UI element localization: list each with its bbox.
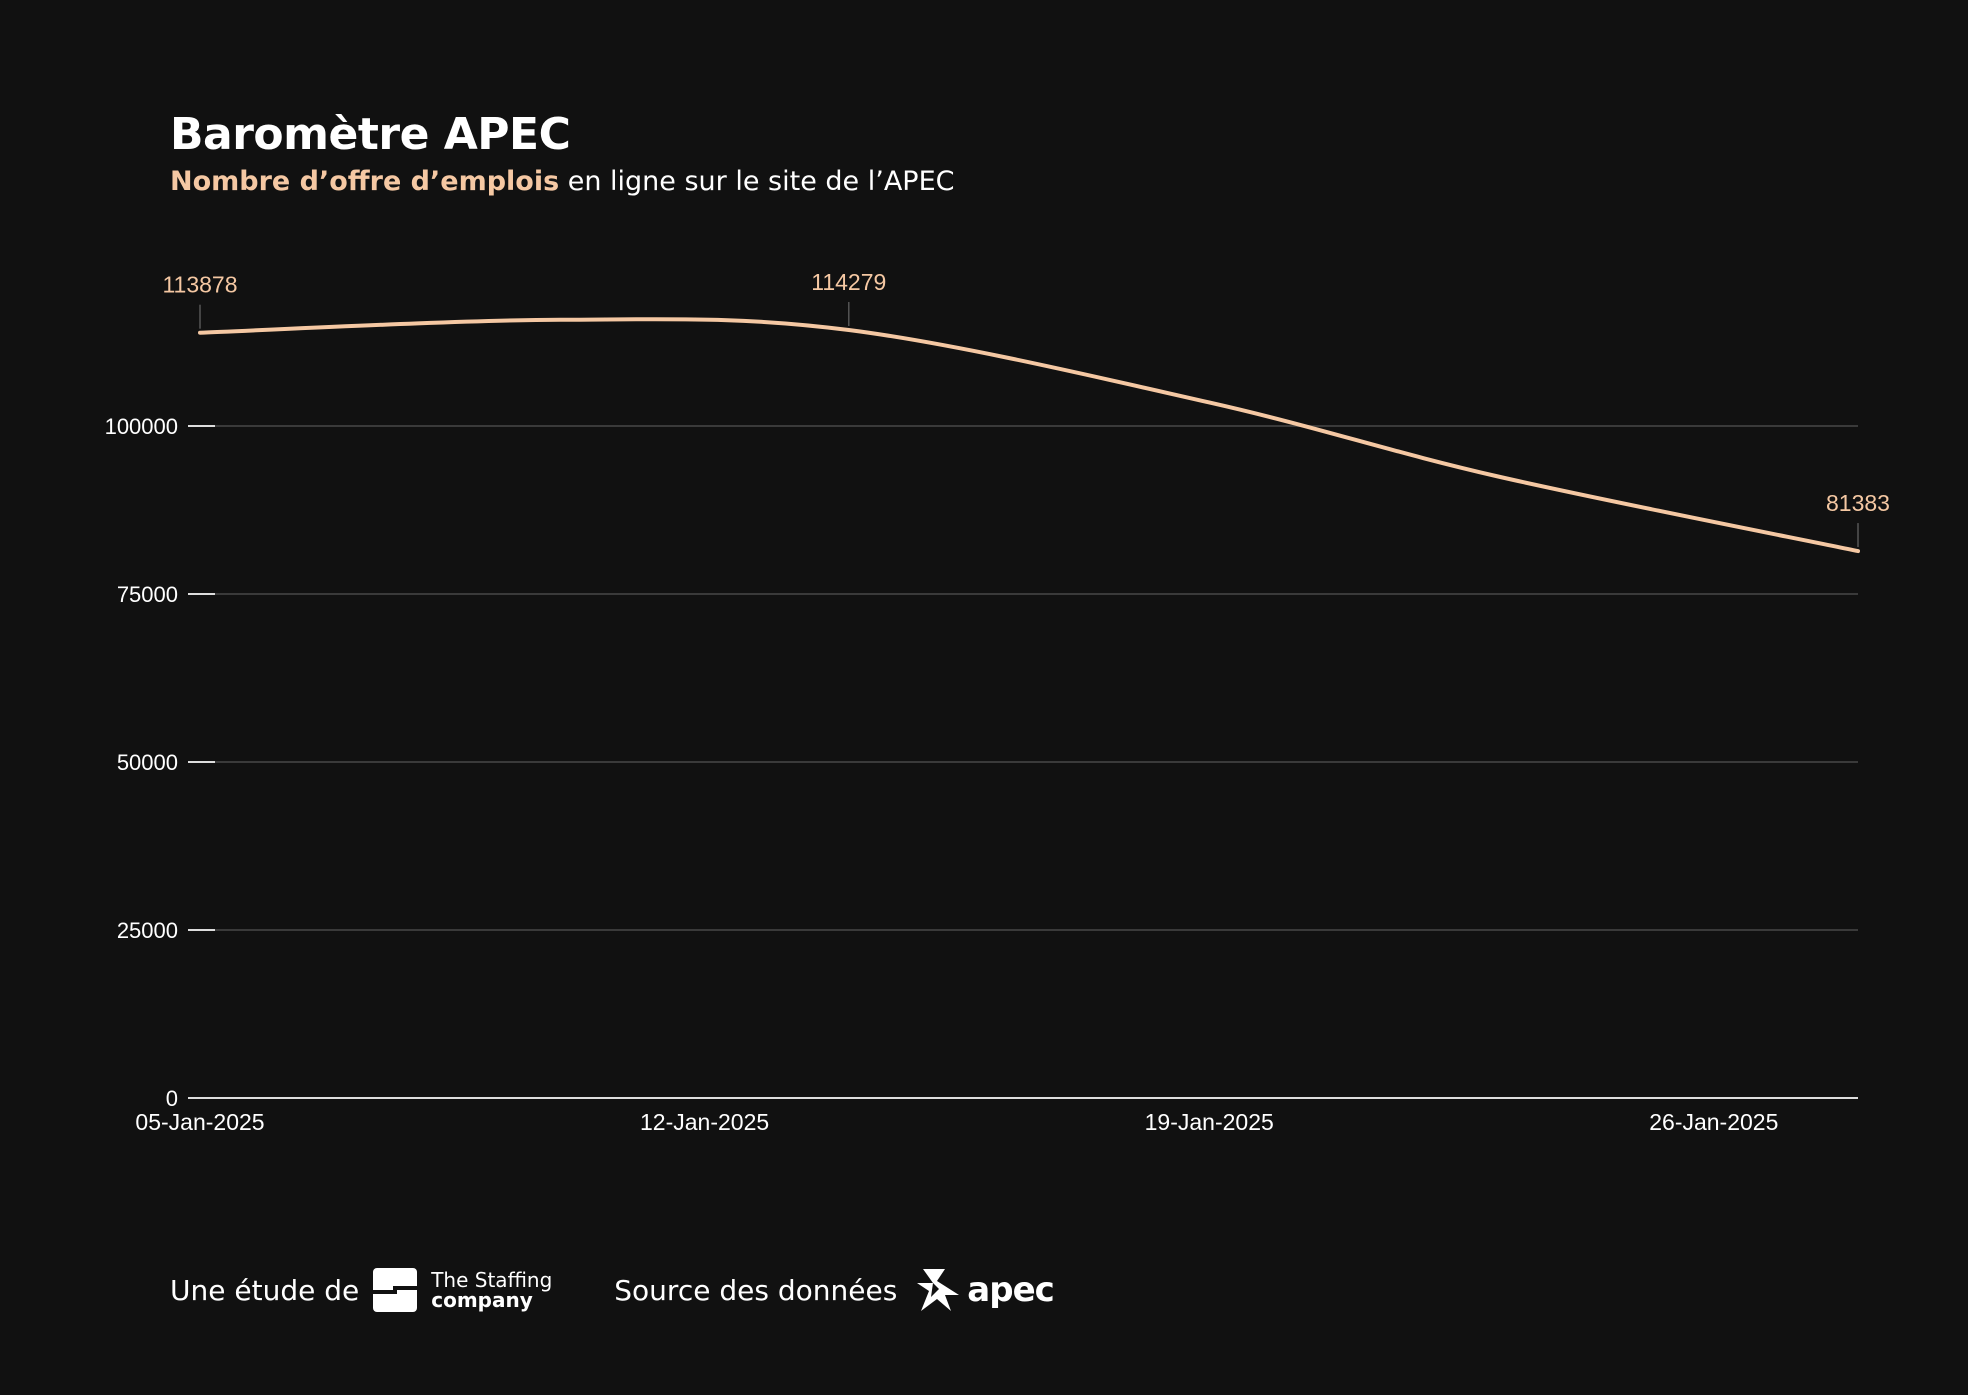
- series-line: [198, 317, 1860, 554]
- staffing-s-icon: [373, 1268, 418, 1312]
- data-label: 114279: [811, 269, 886, 295]
- y-tick-label: 100000: [105, 414, 178, 439]
- apec-logo: apec: [915, 1267, 1055, 1313]
- x-tick-label: 12-Jan-2025: [640, 1109, 769, 1135]
- study-label: Une étude de: [170, 1273, 360, 1307]
- source-label: Source des données: [614, 1273, 898, 1307]
- series: [198, 317, 1860, 554]
- chart-title: Baromètre APEC: [170, 109, 571, 160]
- apec-wordmark: apec: [967, 1270, 1054, 1310]
- y-tick-label: 0: [166, 1086, 178, 1111]
- data-label: 113878: [162, 272, 237, 298]
- footer: Une étude de The Staffing company Source…: [170, 1262, 1055, 1318]
- y-tick-label: 50000: [117, 750, 178, 775]
- y-tick-label: 75000: [117, 582, 178, 607]
- x-tick-label: 05-Jan-2025: [135, 1109, 264, 1135]
- subtitle-rest: en ligne sur le site de l’APEC: [559, 166, 955, 197]
- staffing-company-logo: The Staffing company: [373, 1268, 552, 1312]
- data-label: 81383: [1826, 490, 1890, 516]
- staffing-word-2: company: [431, 1288, 533, 1312]
- chart-header: Baromètre APEC Nombre d’offre d’emplois …: [170, 108, 954, 202]
- annotations: 113878 114279 81383: [162, 269, 1890, 548]
- apec-star-icon: [917, 1269, 960, 1311]
- grid-lines: [200, 424, 1858, 931]
- x-tick-label: 26-Jan-2025: [1649, 1109, 1778, 1135]
- subtitle-highlight: Nombre d’offre d’emplois: [170, 166, 560, 197]
- x-tick-label: 19-Jan-2025: [1145, 1109, 1274, 1135]
- staffing-word-1: The Staffing: [431, 1268, 553, 1292]
- axes: 0 25000 50000 75000 100000 05-Jan-2025 12-Jan-…: [105, 414, 1858, 1135]
- y-tick-label: 25000: [117, 918, 178, 943]
- chart-subtitle: Nombre d’offre d’emplois en ligne sur le…: [170, 162, 954, 202]
- line-chart: 0 25000 50000 75000 100000 05-Jan-2025 12-Jan-…: [105, 269, 1890, 1135]
